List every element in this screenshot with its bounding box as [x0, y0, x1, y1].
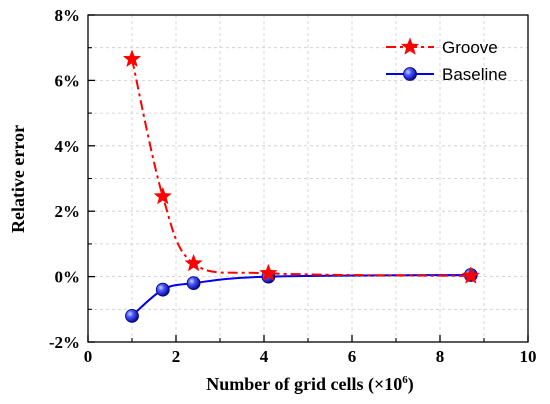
data-point-groove: [153, 186, 173, 205]
data-point-groove: [259, 263, 278, 282]
series-line-baseline: [131, 273, 471, 317]
y-tick-label: 2%: [55, 202, 81, 221]
x-tick-label: 8: [436, 347, 445, 366]
series-line-groove: [131, 58, 471, 277]
data-point-groove: [461, 266, 481, 284]
data-point-groove: [184, 253, 203, 272]
legend-label-groove: Groove: [442, 38, 498, 57]
y-tick-label: -2%: [49, 333, 80, 352]
legend-marker-groove: [400, 37, 420, 55]
y-tick-label: 4%: [55, 137, 81, 156]
legend: Groove Baseline: [386, 37, 507, 84]
legend-item-groove: Groove: [386, 37, 498, 57]
series-layer: [122, 49, 481, 323]
data-point-baseline: [186, 276, 201, 291]
legend-marker-baseline: [403, 67, 417, 81]
x-tick-label: 10: [520, 347, 537, 366]
legend-label-baseline: Baseline: [442, 65, 507, 84]
x-axis-title-close: ): [408, 374, 414, 395]
y-axis-title: Relative error: [8, 125, 28, 233]
x-tick-label: 4: [260, 347, 269, 366]
series-groove: [122, 49, 481, 284]
y-tick-label: 0%: [55, 268, 81, 287]
x-axis-title-exponent: 6: [402, 374, 408, 386]
y-tick-label: 8%: [55, 6, 81, 25]
x-tick-label: 6: [348, 347, 357, 366]
data-point-baseline: [125, 308, 139, 323]
data-point-groove: [122, 49, 142, 68]
y-tick-label: 6%: [55, 71, 81, 90]
x-tick-label: 0: [84, 347, 93, 366]
legend-item-baseline: Baseline: [386, 65, 507, 84]
axis-ticks: 0 2 4 6 8 10 -2% 0% 2% 4% 6% 8%: [49, 6, 537, 366]
x-axis-title: Number of grid cells (×106): [206, 374, 413, 395]
data-point-baseline: [155, 282, 170, 297]
x-axis-title-main: Number of grid cells (×10: [206, 374, 402, 395]
x-tick-label: 2: [172, 347, 181, 366]
